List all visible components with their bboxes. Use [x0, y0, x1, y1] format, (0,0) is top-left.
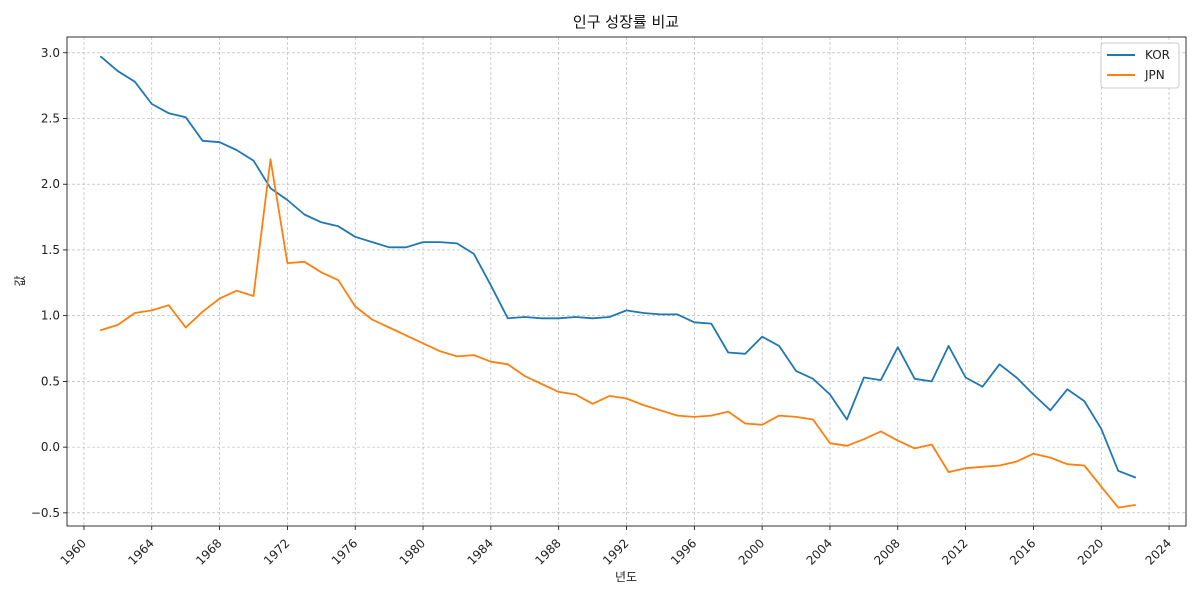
x-tick-label: 1960	[58, 536, 89, 567]
x-tick-label: 2012	[939, 536, 970, 567]
legend-label-kor: KOR	[1145, 48, 1170, 62]
y-tick-label: 2.0	[41, 177, 60, 191]
x-tick-label: 2008	[871, 536, 902, 567]
y-tick-label: 1.5	[41, 243, 60, 257]
legend: KOR JPN	[1100, 42, 1180, 89]
x-tick-label: 2024	[1143, 536, 1174, 567]
x-tick-label: 1964	[125, 536, 156, 567]
x-tick-label: 1996	[668, 536, 699, 567]
y-tick-label: 0.5	[41, 374, 60, 388]
x-tick-label: 2020	[1075, 536, 1106, 567]
grid	[67, 37, 1186, 526]
y-tick-label: 1.0	[41, 309, 60, 323]
x-axis: 1960 1964 1968 1972 1976 1980 1984 1988 1992 1996…	[58, 526, 1174, 568]
chart-title: 인구 성장률 비교	[573, 13, 679, 31]
y-axis-label: 값	[13, 275, 27, 286]
x-tick-label: 1988	[532, 536, 563, 567]
y-tick-label: 2.5	[41, 112, 60, 126]
x-tick-label: 1968	[193, 536, 224, 567]
series-layer	[100, 55, 1136, 509]
y-tick-label: −0.5	[31, 506, 60, 520]
series-line-kor	[100, 55, 1136, 479]
legend-label-jpn: JPN	[1144, 68, 1165, 82]
x-tick-label: 1980	[397, 536, 428, 567]
x-tick-label: 2004	[804, 536, 835, 567]
x-tick-label: 1992	[600, 536, 631, 567]
x-axis-label: 년도	[615, 570, 637, 584]
x-tick-label: 2000	[736, 536, 767, 567]
x-tick-label: 1984	[464, 536, 495, 567]
y-tick-label: 3.0	[41, 46, 60, 60]
series-line-jpn	[100, 158, 1136, 509]
x-tick-label: 1972	[261, 536, 292, 567]
y-tick-label: 0.0	[41, 440, 60, 454]
y-axis: −0.5 0.0 0.5 1.0 1.5 2.0 2.5 3.0	[31, 46, 67, 520]
x-tick-label: 1976	[329, 536, 360, 567]
x-tick-label: 2016	[1007, 536, 1038, 567]
